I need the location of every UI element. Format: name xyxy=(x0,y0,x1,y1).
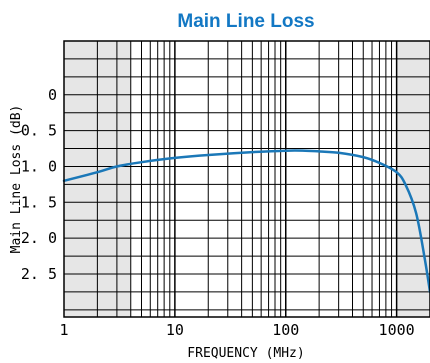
chart-title: Main Line Loss xyxy=(177,11,314,32)
x-tick-label: 100 xyxy=(272,321,299,339)
y-axis-label: Main Line Loss (dB) xyxy=(9,105,24,254)
y-tick-label: 0. 5 xyxy=(21,122,57,140)
y-tick-labels: 0 0. 5 1. 0 1. 5 2. 0 2. 5 xyxy=(21,86,57,283)
plot-frame xyxy=(63,40,430,318)
y-tick-label: 1. 5 xyxy=(21,193,57,211)
x-tick-label: 1000 xyxy=(379,321,415,339)
x-tick-label: 1 xyxy=(59,321,68,339)
y-tick-label: 1. 0 xyxy=(21,157,57,175)
x-tick-label: 10 xyxy=(166,321,184,339)
shaded-regions xyxy=(64,41,430,317)
series-line-0 xyxy=(62,149,430,294)
y-tick-label: 2. 0 xyxy=(21,229,57,247)
series-layer xyxy=(62,149,430,294)
x-tick-labels: 1 10 100 1000 xyxy=(59,321,414,339)
grid xyxy=(64,41,430,317)
y-tick-label: 0 xyxy=(48,86,57,104)
y-tick-label: 2. 5 xyxy=(21,265,57,283)
x-axis-label: FREQUENCY (MHz) xyxy=(187,346,304,361)
